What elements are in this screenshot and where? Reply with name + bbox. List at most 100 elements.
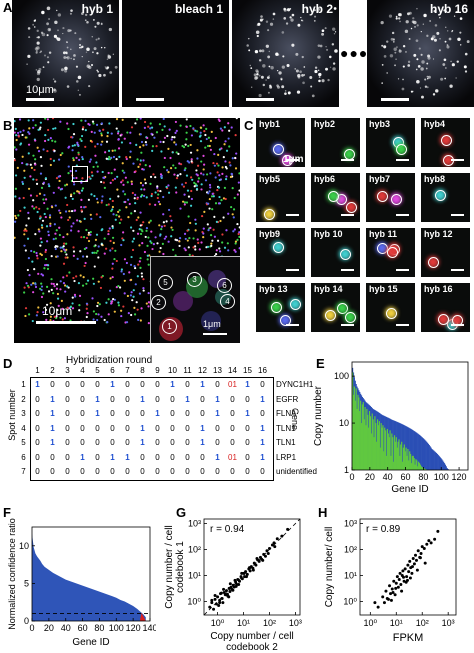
gene-point	[418, 556, 422, 560]
rna-spot	[259, 49, 262, 53]
y-tick-label: 10	[19, 541, 29, 551]
rna-spot	[112, 53, 114, 55]
panel-label-b: B	[3, 118, 13, 133]
decoded-spot	[56, 297, 60, 300]
decoded-spot	[229, 164, 232, 167]
code-bit: 1	[170, 380, 175, 389]
code-bit: 1	[35, 380, 40, 389]
rna-spot	[268, 65, 271, 68]
rna-spot	[432, 93, 436, 96]
copy-number-bar	[393, 461, 395, 470]
copy-number-bar	[408, 460, 410, 470]
decoded-spot	[109, 181, 112, 184]
tile-label: hyb3	[369, 119, 391, 129]
decoded-spot	[122, 272, 125, 276]
rna-spot	[413, 53, 417, 57]
decoded-spot	[71, 302, 74, 305]
round-header: 4	[80, 366, 85, 375]
copy-number-bar	[387, 433, 389, 470]
decoded-spot	[190, 134, 194, 137]
decoded-spot	[141, 230, 144, 233]
decoded-spot	[115, 158, 118, 161]
plot-frame	[31, 526, 151, 622]
decoded-spot	[130, 291, 133, 294]
gene-name: unidentified	[276, 467, 317, 476]
gene-point	[396, 585, 400, 589]
decoded-spot	[54, 127, 57, 130]
decoded-spot	[117, 301, 120, 304]
copy-number-bar	[413, 430, 415, 470]
decoded-spot	[97, 280, 100, 283]
decoded-spot	[111, 178, 114, 182]
rna-spot	[108, 27, 113, 32]
rna-spot	[41, 10, 45, 15]
decoded-spot	[221, 233, 224, 236]
codebook-title: Hybridization round	[66, 355, 153, 366]
y-tick-label: 1	[344, 465, 349, 475]
inset-spot-1: 1	[162, 319, 177, 334]
copy-number-bar	[446, 468, 448, 470]
decoded-spot	[216, 171, 219, 174]
rna-spot	[398, 17, 401, 20]
decoded-spot	[85, 315, 88, 319]
tile-scale-bar	[396, 324, 409, 326]
code-bit: 0	[170, 409, 175, 418]
rna-spot	[427, 75, 431, 79]
decoded-spot	[186, 160, 189, 163]
x-axis-label-line2: codebook 2	[226, 642, 278, 653]
rna-spot	[48, 29, 51, 31]
rna-spot	[331, 43, 335, 46]
decoded-spot	[125, 157, 128, 161]
rna-spot	[77, 75, 82, 80]
rna-spot	[392, 38, 395, 41]
decoded-spot	[231, 157, 234, 160]
decoded-spot	[57, 158, 61, 161]
copy-number-bar	[443, 463, 446, 470]
decoded-spot	[203, 163, 206, 166]
decoded-spot	[148, 221, 151, 224]
spot-ring	[440, 135, 452, 147]
spot-layer	[246, 7, 338, 98]
decoded-spot	[28, 313, 31, 316]
code-bit: 0	[200, 409, 205, 418]
decoded-spot	[109, 289, 112, 292]
decoded-spot	[15, 134, 18, 137]
decoded-spot	[137, 165, 140, 168]
decoded-spot	[99, 216, 102, 219]
decoded-spot	[223, 186, 226, 189]
decoded-spot	[108, 155, 111, 159]
decoded-spot	[136, 197, 139, 200]
decoded-spot	[160, 228, 163, 231]
decoded-spot	[73, 279, 76, 283]
round-header: 10	[168, 366, 177, 375]
decoded-spot	[40, 282, 43, 285]
rna-spot	[390, 37, 394, 41]
decoded-spot	[84, 119, 87, 123]
decoded-spot	[49, 136, 52, 140]
decoded-spot	[150, 194, 153, 198]
decoded-spot	[105, 140, 109, 143]
decoded-spot	[47, 234, 50, 237]
decoded-spot	[133, 197, 136, 200]
decoded-spot	[181, 144, 184, 148]
rna-spot	[398, 13, 402, 17]
decoded-spot	[34, 158, 37, 161]
x-tick-label: 100	[434, 472, 449, 482]
rna-spot	[299, 70, 302, 74]
x-tick-label: 10²	[416, 618, 429, 628]
code-bit: 0	[35, 438, 40, 447]
decoded-spot	[49, 163, 52, 167]
decoded-spot	[178, 240, 181, 243]
decoded-spot	[212, 228, 215, 231]
copy-number-bar	[434, 451, 436, 470]
copy-number-bar	[413, 458, 415, 470]
rna-spot	[446, 45, 450, 49]
decoded-spot	[183, 201, 186, 204]
decoded-spot	[141, 168, 144, 171]
decoded-spot	[87, 233, 90, 236]
decoded-spot	[235, 118, 238, 120]
decoded-spot	[224, 160, 227, 163]
decoded-spot	[98, 303, 101, 306]
rna-spot	[269, 22, 274, 26]
decoded-spot	[106, 321, 109, 324]
